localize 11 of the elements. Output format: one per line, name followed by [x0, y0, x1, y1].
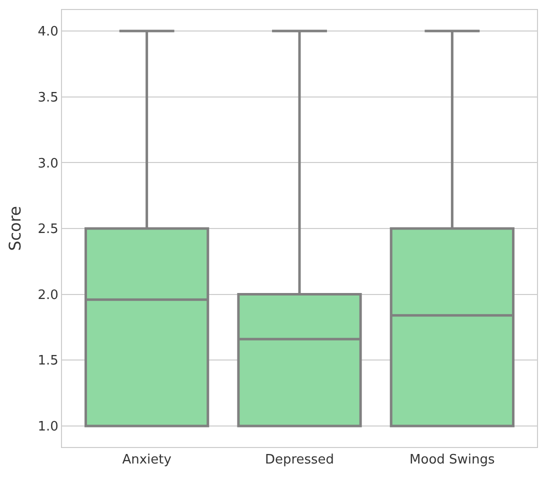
y-tick-label: 4.0: [38, 24, 58, 40]
y-tick-label: 2.5: [38, 222, 58, 238]
x-tick-label: Depressed: [264, 452, 334, 468]
y-axis-title: Score: [6, 206, 25, 251]
y-tick-label: 1.0: [38, 419, 58, 434]
x-tick-label: Anxiety: [122, 452, 172, 468]
y-tick-label: 3.5: [38, 90, 58, 106]
x-tick-label: Mood Swings: [410, 452, 496, 468]
y-tick-label: 3.0: [38, 156, 58, 172]
y-tick-label: 1.5: [38, 354, 58, 369]
y-tick-label: 2.0: [38, 288, 58, 303]
